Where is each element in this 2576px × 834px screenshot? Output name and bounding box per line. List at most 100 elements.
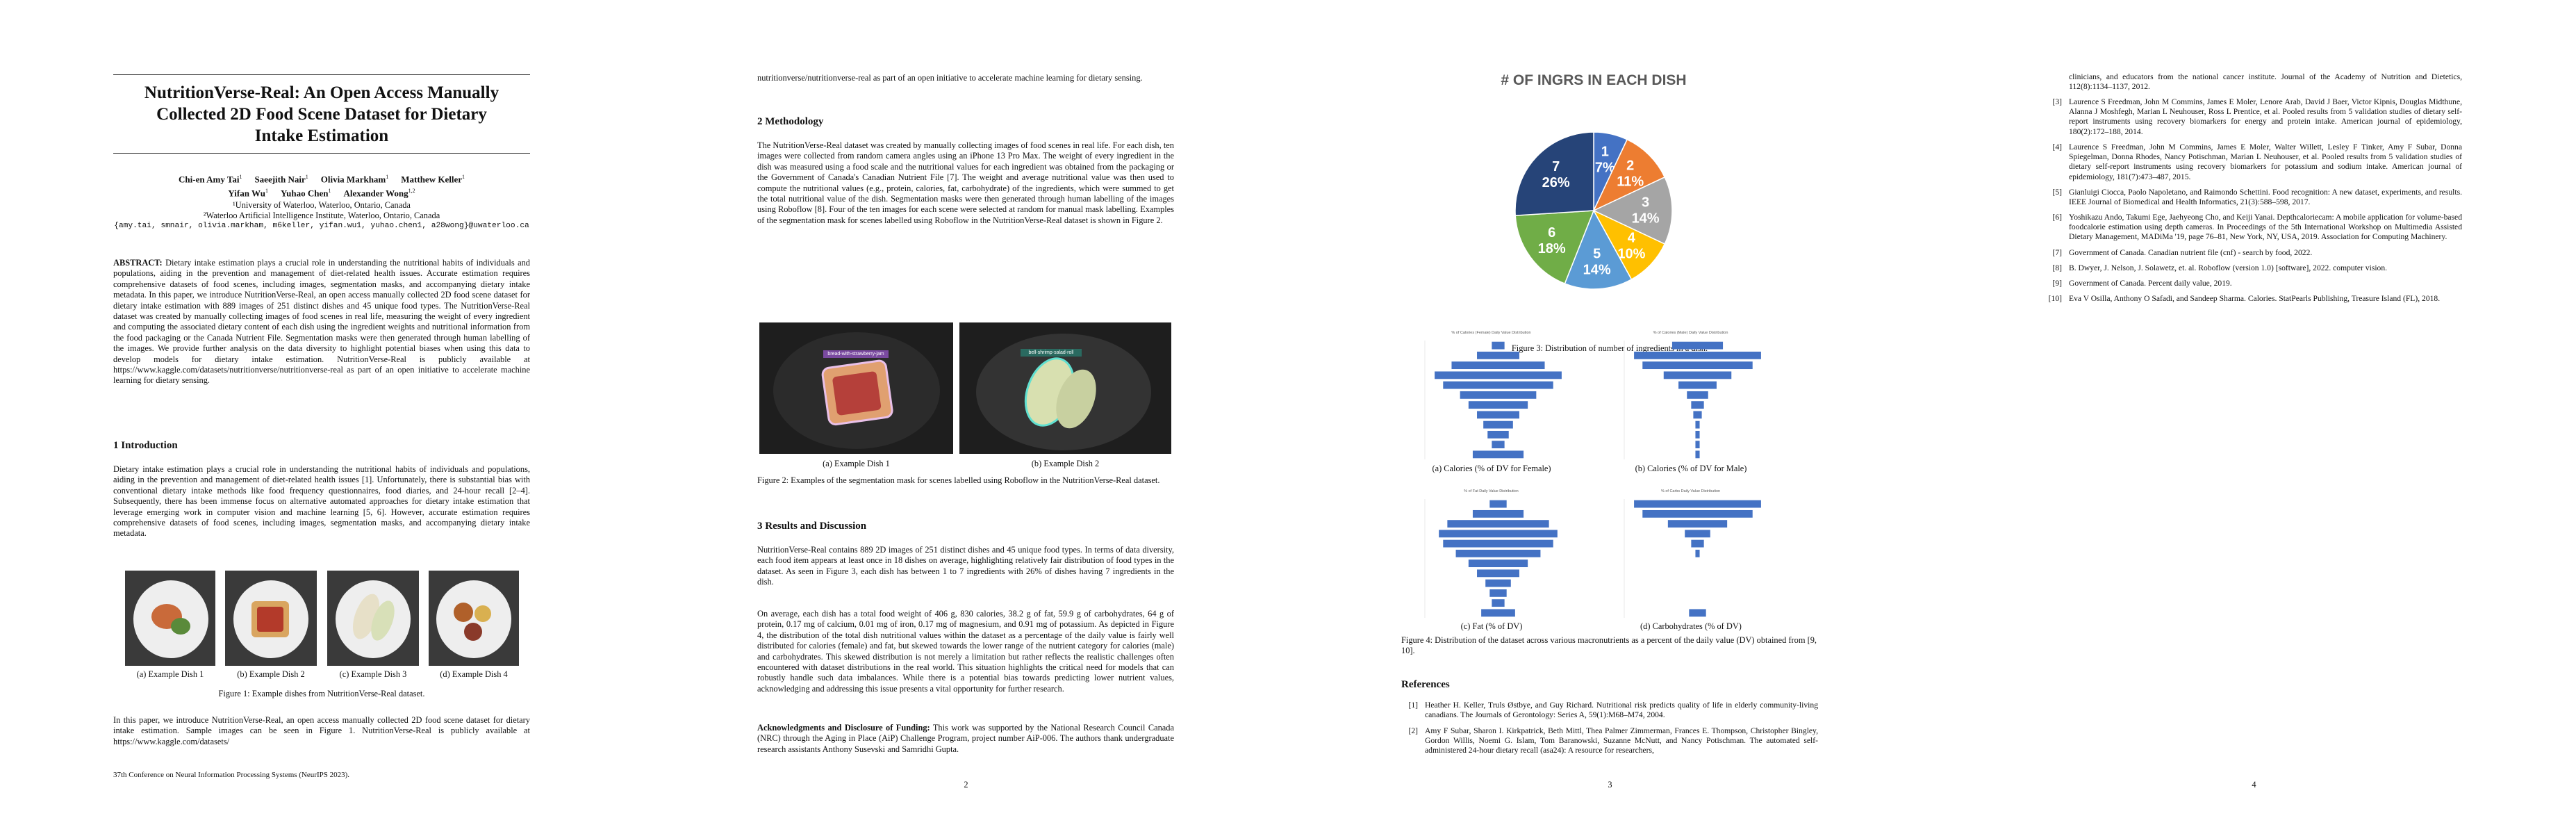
paper-title: NutritionVerse-Real: An Open Access Manu… (144, 83, 499, 145)
page-1: NutritionVerse-Real: An Open Access Manu… (0, 0, 644, 834)
figure-caption: Figure 2: Examples of the segmentation m… (757, 475, 1160, 485)
bar (1687, 391, 1708, 399)
page-number: 4 (2252, 780, 2256, 790)
bar (1489, 589, 1507, 597)
pie-slice (1592, 176, 1673, 245)
bar (1492, 341, 1505, 350)
bar (1468, 559, 1528, 568)
bar (1678, 381, 1717, 389)
reference: [1] Heather H. Keller, Truls Østbye, and … (1401, 701, 1818, 720)
slice-label: 14% (1632, 211, 1660, 226)
author-name: Alexander Wong (343, 188, 408, 199)
dish-art (233, 580, 308, 658)
ref-text: Laurence S Freedman, John M Commins, Jam… (2069, 142, 2462, 181)
subcaption: (a) Example Dish 1 (136, 669, 204, 679)
bar (1642, 361, 1753, 370)
author: Matthew Keller1 (401, 171, 465, 185)
reference: [2] Amy F Subar, Sharon I. Kirkpatrick, B… (1401, 726, 1818, 756)
bar (1489, 500, 1507, 508)
ref-number: [10] (2048, 294, 2062, 303)
bar (1667, 520, 1728, 528)
author-affil: 1,2 (408, 188, 415, 195)
chart-title: % of Fat Daily Value Distribution (1464, 489, 1518, 493)
bar (1689, 609, 1706, 617)
bar (1685, 530, 1710, 538)
slice-category: 6 (1548, 225, 1555, 240)
bar (1477, 569, 1519, 578)
method-paragraph: The NutritionVerse-Real dataset was crea… (757, 140, 1174, 225)
mask-photo: bread-with-strawberry-jam (759, 322, 953, 454)
author-affil: 1 (265, 188, 268, 195)
bar (1481, 609, 1515, 617)
ref-text: Heather H. Keller, Truls Østbye, and Guy… (1425, 701, 1818, 720)
author-affil: 1 (239, 174, 242, 180)
reference: [5] Gianluigi Ciocca, Paolo Napoletano, a… (2045, 188, 2462, 207)
subcaption: (b) Calories (% of DV for Male) (1635, 464, 1747, 473)
bar (1451, 361, 1545, 370)
ref-number: [7] (2052, 248, 2062, 257)
chart-title: % of Calories (Male) Daily Value Distrib… (1653, 331, 1728, 335)
bar (1492, 441, 1505, 449)
mask-art: bell-shrimp-salad-roll (976, 334, 1151, 450)
subcaption: (b) Example Dish 2 (237, 669, 305, 679)
ref-number: [6] (2052, 213, 2062, 222)
subcaption: (d) Example Dish 4 (440, 669, 508, 679)
figure-caption: Figure 1: Example dishes from NutritionV… (218, 689, 425, 698)
acknowledgments: Acknowledgments and Disclosure of Fundin… (757, 723, 1174, 755)
slice-category: 4 (1628, 230, 1636, 245)
ref-number: [1] (1408, 701, 1418, 710)
ref-text: Amy F Subar, Sharon I. Kirkpatrick, Beth… (1425, 726, 1818, 755)
ref-number: [5] (2052, 188, 2062, 197)
abstract-label: ABSTRACT: (113, 258, 163, 268)
bar (1447, 520, 1549, 528)
mask-art: bread-with-strawberry-jam (773, 332, 940, 449)
dish-art (133, 580, 208, 658)
footer: 37th Conference on Neural Information Pr… (113, 771, 350, 779)
ref-text: clinicians, and educators from the natio… (2069, 72, 2462, 92)
results-paragraph: On average, each dish has a total food w… (757, 609, 1174, 694)
reference: [3] Laurence S Freedman, John M Commins, … (2045, 97, 2462, 137)
abstract-text: Dietary intake estimation plays a crucia… (113, 258, 530, 386)
bar (1695, 441, 1700, 449)
author-affil: 1 (328, 188, 331, 195)
slice-label: 10% (1617, 246, 1645, 261)
bar (1634, 351, 1761, 359)
bar (1435, 371, 1562, 379)
funnel-chart: % of Calories (Female) Daily Value Distr… (1424, 331, 1562, 459)
subcaption: (b) Example Dish 2 (1031, 459, 1100, 468)
slice-label: 26% (1542, 175, 1570, 190)
bar (1691, 539, 1704, 548)
abstract: ABSTRACT: Dietary intake estimation play… (113, 258, 530, 386)
bar (1634, 500, 1761, 508)
author: Chi-en Amy Tai1 (179, 171, 242, 185)
author: Saeejith Nair1 (254, 171, 308, 185)
reference: [7] Government of Canada. Canadian nutrie… (2045, 248, 2462, 258)
emails: {amy.tai, smnair, olivia.markham, m6kell… (114, 222, 529, 230)
funnel-chart: % of Carbs Daily Value Distribution (1624, 489, 1761, 618)
dish-photo (429, 571, 519, 666)
intro-paragraph: Dietary intake estimation plays a crucia… (113, 464, 530, 539)
ref-text: Government of Canada. Canadian nutrient … (2069, 248, 2313, 257)
ack-label: Acknowledgments and Disclosure of Fundin… (757, 723, 930, 733)
bar (1487, 430, 1509, 439)
affiliation: ²Waterloo Artificial Intelligence Instit… (203, 211, 440, 220)
figure-caption: Figure 3: Distribution of number of ingr… (1511, 343, 1708, 353)
author: Yuhao Chen1 (281, 185, 331, 199)
chart-title: % of Carbs Daily Value Distribution (1661, 489, 1720, 493)
bar (1443, 539, 1553, 548)
reference: [8] B. Dwyer, J. Nelson, J. Solawetz, et.… (2045, 263, 2462, 273)
reference: [10] Eva V Osilla, Anthony O Safadi, and … (2045, 294, 2462, 304)
ack-text: This work was supported by the National … (757, 723, 1174, 754)
reference: [6] Yoshikazu Ando, Takumi Ege, Jaehyeong… (2045, 213, 2462, 243)
pie-slice (1592, 209, 1666, 281)
affiliations: ¹University of Waterloo, Waterloo, Ontar… (113, 200, 530, 231)
slice-category: 2 (1626, 158, 1634, 174)
results-paragraph: NutritionVerse-Real contains 889 2D imag… (757, 545, 1174, 587)
slice-category: 3 (1642, 195, 1649, 210)
bar (1492, 599, 1505, 607)
slice-category: 1 (1601, 144, 1609, 159)
author-name: Chi-en Amy Tai (179, 174, 240, 185)
ref-number: [4] (2052, 142, 2062, 152)
